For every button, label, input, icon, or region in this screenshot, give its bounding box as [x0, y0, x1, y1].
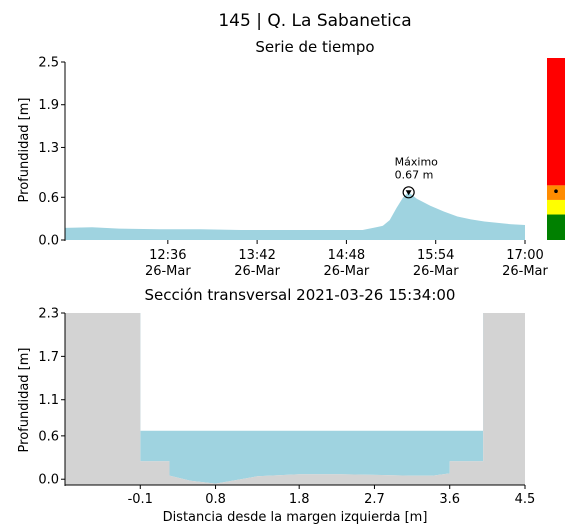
section-ytick-label: 2.3 [38, 307, 59, 322]
timeseries-ylabel: Profundidad [m] [17, 98, 32, 203]
section-title: Sección transversal 2021-03-26 15:34:00 [145, 286, 456, 304]
max-marker-circle [402, 186, 415, 199]
timeseries-xtick-time: 13:42 [238, 248, 275, 263]
max-annotation-value: 0.67 m [395, 168, 434, 181]
timeseries-xtick-time: 17:00 [506, 248, 543, 263]
section-xlabel: Distancia desde la margen izquierda [m] [163, 510, 428, 525]
timeseries-xtick-date: 26-Mar [502, 264, 548, 279]
alert-current-marker [554, 189, 558, 194]
alert-segment [547, 58, 565, 186]
cross-section-chart: 0.0 0.6 1.1 1.7 2.3 -0.1 0.8 1.8 2.7 3.6 4.5 [38, 307, 535, 508]
timeseries-ytick-label: 1.9 [38, 98, 59, 113]
max-annotation-label: Máximo [395, 155, 439, 168]
timeseries-xtick-time: 15:54 [417, 248, 454, 263]
timeseries-chart: 0.00.61.31.92.512:3626-Mar13:4226-Mar14:… [38, 56, 548, 280]
timeseries-xtick-date: 26-Mar [413, 264, 459, 279]
section-ytick-label: 1.1 [38, 393, 59, 408]
alert-level-bar [547, 58, 565, 240]
timeseries-title: Serie de tiempo [255, 38, 374, 56]
max-marker-triangle [405, 190, 412, 196]
timeseries-ytick-label: 0.0 [38, 234, 59, 249]
timeseries-xtick-time: 14:48 [328, 248, 365, 263]
section-xtick-label: 1.8 [289, 492, 310, 507]
section-xtick-label: -0.1 [128, 492, 153, 507]
depth-series-area [65, 192, 525, 240]
section-ytick-label: 1.7 [38, 350, 59, 365]
section-ytick-label: 0.6 [38, 429, 59, 444]
section-xtick-label: 4.5 [515, 492, 536, 507]
timeseries-xtick-date: 26-Mar [324, 264, 370, 279]
timeseries-ytick-label: 0.6 [38, 191, 59, 206]
timeseries-ytick-label: 1.3 [38, 141, 59, 156]
alert-segment [547, 214, 565, 240]
section-ytick-label: 0.0 [38, 473, 59, 488]
section-xtick-label: 0.8 [205, 492, 226, 507]
section-xtick-label: 3.6 [439, 492, 460, 507]
page-title: 145 | Q. La Sabanetica [218, 11, 411, 31]
section-ylabel: Profundidad [m] [17, 348, 32, 453]
section-xtick-label: 2.7 [364, 492, 385, 507]
timeseries-xtick-date: 26-Mar [145, 264, 191, 279]
timeseries-ytick-label: 2.5 [38, 56, 59, 71]
ground-area [65, 313, 525, 485]
timeseries-xtick-date: 26-Mar [234, 264, 280, 279]
alert-segment [547, 199, 565, 215]
timeseries-xtick-time: 12:36 [149, 248, 186, 263]
water-area [65, 313, 525, 484]
